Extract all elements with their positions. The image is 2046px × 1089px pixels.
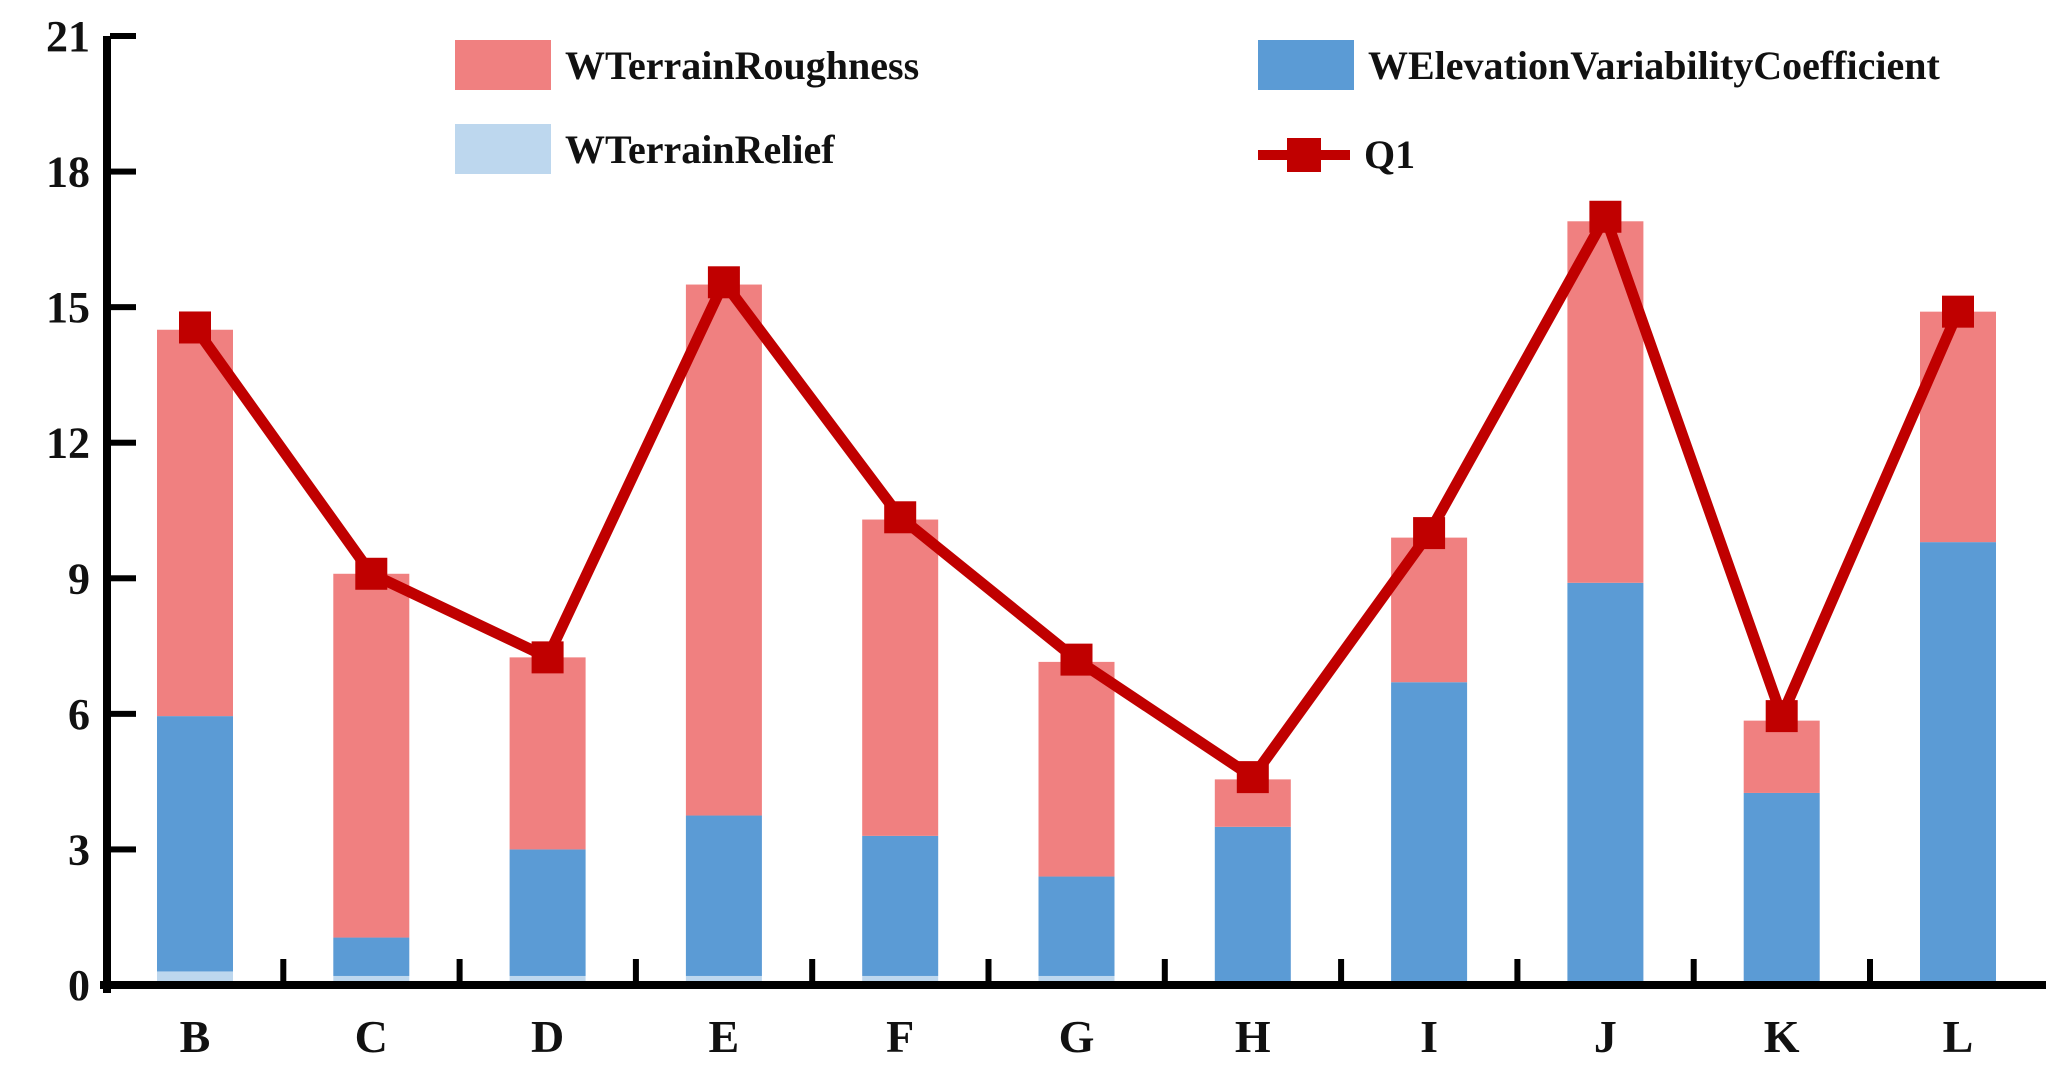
legend-swatch-relief xyxy=(455,124,551,174)
bar-segment-wterrainroughness-I xyxy=(1391,537,1468,683)
q1-marker-E xyxy=(707,266,740,299)
bar-segment-wterrainroughness-F xyxy=(862,519,939,836)
x-category-label-E: E xyxy=(709,1011,740,1062)
legend-item-terrain-relief: WTerrainRelief xyxy=(455,124,835,174)
y-tick-label-12: 12 xyxy=(46,419,90,468)
x-category-label-H: H xyxy=(1235,1011,1271,1062)
q1-marker-K xyxy=(1765,700,1798,733)
legend-item-elevation-variability: WElevationVariabilityCoefficient xyxy=(1258,40,1940,90)
legend-swatch-roughness xyxy=(455,40,551,90)
bar-segment-welevationvariabilitycoefficient-L xyxy=(1920,542,1996,985)
bar-segment-welevationvariabilitycoefficient-C xyxy=(333,937,410,976)
y-axis-line xyxy=(103,36,111,993)
bar-segment-wterrainroughness-K xyxy=(1743,720,1820,793)
y-axis-tick xyxy=(110,33,136,39)
legend-label-elevation: WElevationVariabilityCoefficient xyxy=(1368,42,1940,88)
legend-item-terrain-roughness: WTerrainRoughness xyxy=(455,40,919,90)
x-category-label-D: D xyxy=(531,1011,564,1062)
legend-q1-line-marker-icon xyxy=(1258,137,1350,173)
bar-segment-wterrainrelief-D xyxy=(509,975,586,985)
q1-marker-L xyxy=(1942,295,1974,328)
x-axis-line xyxy=(100,981,2046,989)
bar-segment-wterrainrelief-F xyxy=(862,975,939,985)
q1-marker-J xyxy=(1589,200,1622,233)
y-tick-label-18: 18 xyxy=(46,148,90,197)
bar-segment-wterrainroughness-L xyxy=(1920,311,1996,543)
bar-segment-wterrainrelief-C xyxy=(333,975,410,985)
x-category-label-J: J xyxy=(1594,1011,1617,1062)
x-axis-tick xyxy=(985,959,992,981)
y-tick-label-9: 9 xyxy=(68,554,90,603)
legend-q1-square xyxy=(1287,137,1321,172)
q1-marker-H xyxy=(1236,761,1269,794)
y-tick-label-15: 15 xyxy=(46,283,90,332)
y-tick-label-21: 21 xyxy=(46,12,90,61)
q1-marker-C xyxy=(355,557,388,590)
bar-segment-welevationvariabilitycoefficient-G xyxy=(1038,876,1115,976)
bar-segment-welevationvariabilitycoefficient-E xyxy=(685,815,762,976)
y-tick-label-3: 3 xyxy=(68,825,90,874)
x-category-label-B: B xyxy=(180,1011,211,1062)
q1-marker-B xyxy=(179,311,211,344)
bar-segment-welevationvariabilitycoefficient-J xyxy=(1567,582,1644,985)
x-category-label-F: F xyxy=(886,1011,914,1062)
q1-marker-I xyxy=(1413,517,1446,550)
y-axis-tick xyxy=(110,846,136,853)
bar-segment-welevationvariabilitycoefficient-H xyxy=(1214,826,1291,985)
x-axis-tick xyxy=(632,959,639,981)
x-category-label-K: K xyxy=(1764,1011,1800,1062)
x-axis-tick xyxy=(456,959,463,981)
legend-label-relief: WTerrainRelief xyxy=(565,126,835,172)
bar-segment-welevationvariabilitycoefficient-D xyxy=(509,849,586,976)
q1-marker-F xyxy=(884,501,917,534)
x-axis-tick xyxy=(1161,959,1168,981)
bar-segment-wterrainroughness-B xyxy=(157,329,233,717)
x-category-label-I: I xyxy=(1420,1011,1438,1062)
bar-segment-welevationvariabilitycoefficient-F xyxy=(862,835,939,976)
y-axis-tick xyxy=(110,304,136,311)
bar-segment-wterrainrelief-G xyxy=(1038,975,1115,985)
x-category-label-L: L xyxy=(1943,1011,1974,1062)
y-tick-label-6: 6 xyxy=(68,690,90,739)
x-category-label-G: G xyxy=(1059,1011,1095,1062)
bar-segment-welevationvariabilitycoefficient-I xyxy=(1391,682,1468,985)
q1-marker-D xyxy=(531,641,564,674)
y-axis-tick xyxy=(110,575,136,582)
bar-segment-wterrainroughness-G xyxy=(1038,661,1115,877)
x-axis-tick xyxy=(1514,959,1521,981)
x-axis-tick xyxy=(1690,959,1697,981)
bar-segment-wterrainroughness-C xyxy=(333,573,410,938)
bar-segment-wterrainrelief-E xyxy=(685,975,762,985)
x-axis-tick xyxy=(1338,959,1345,981)
bar-segment-wterrainroughness-D xyxy=(509,657,586,850)
x-axis-tick xyxy=(1867,959,1873,981)
x-axis-tick xyxy=(809,959,816,981)
legend-swatch-elevation xyxy=(1258,40,1354,90)
y-axis-tick xyxy=(110,439,136,446)
bar-segment-wterrainroughness-E xyxy=(685,284,762,816)
x-axis-tick xyxy=(280,959,287,981)
y-axis-tick xyxy=(110,168,136,175)
legend-label-q1: Q1 xyxy=(1364,132,1416,177)
legend-label-roughness: WTerrainRoughness xyxy=(565,42,920,88)
legend-item-q1: Q1 xyxy=(1258,131,1415,178)
bar-segment-welevationvariabilitycoefficient-K xyxy=(1743,792,1820,985)
y-axis-tick xyxy=(110,710,136,717)
x-category-label-C: C xyxy=(355,1011,388,1062)
bar-segment-welevationvariabilitycoefficient-B xyxy=(157,716,233,972)
q1-marker-G xyxy=(1060,643,1093,676)
y-tick-label-0: 0 xyxy=(68,961,90,1010)
